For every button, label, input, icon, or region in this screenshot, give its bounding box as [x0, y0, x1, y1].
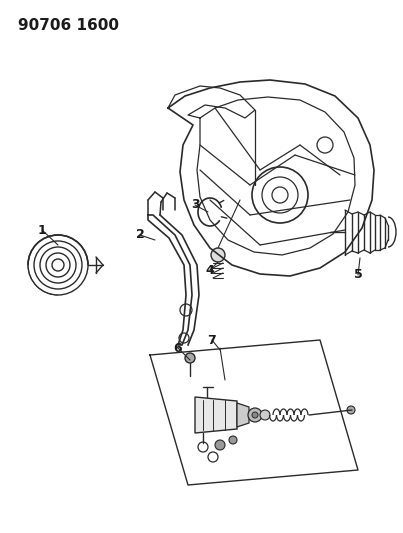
Circle shape	[260, 410, 270, 420]
Circle shape	[185, 353, 195, 363]
Text: 3: 3	[191, 198, 199, 212]
Circle shape	[248, 408, 262, 422]
Text: 6: 6	[174, 342, 182, 354]
Text: 1: 1	[37, 223, 46, 237]
Circle shape	[229, 436, 237, 444]
Text: 7: 7	[208, 334, 216, 346]
Polygon shape	[195, 397, 237, 433]
Text: 2: 2	[136, 229, 144, 241]
Polygon shape	[237, 403, 249, 427]
Circle shape	[211, 248, 225, 262]
Circle shape	[347, 406, 355, 414]
Text: 4: 4	[206, 263, 214, 277]
Text: 90706 1600: 90706 1600	[18, 18, 119, 33]
Circle shape	[252, 412, 258, 418]
Circle shape	[215, 440, 225, 450]
Text: 5: 5	[353, 269, 362, 281]
